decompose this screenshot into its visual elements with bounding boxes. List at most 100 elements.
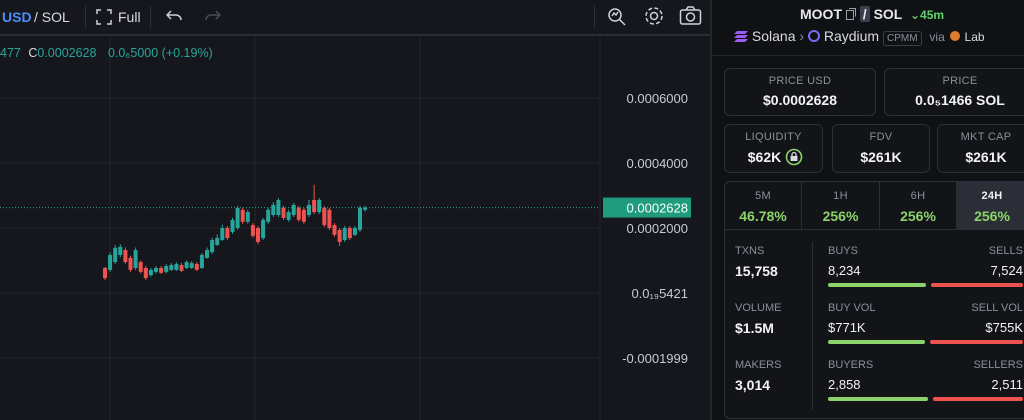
stat-label: BUYERS xyxy=(828,359,874,371)
pair-panel: MOOT / SOL ⌄45m Solana › Raydium CPMM vi… xyxy=(710,0,1024,420)
source-name[interactable]: Lab xyxy=(964,30,985,44)
card-value: $0.0002628 xyxy=(763,92,837,108)
timeframe-tab[interactable]: 5M 46.78% xyxy=(725,182,802,229)
pair-age: ⌄45m xyxy=(909,8,945,22)
dex-name[interactable]: Raydium xyxy=(823,28,880,44)
screenshot-icon[interactable] xyxy=(679,6,703,26)
mkt-cap-card: MKT CAP $261K xyxy=(937,124,1024,173)
sell-ratio-bar xyxy=(933,397,1023,401)
stat-label: BUY VOL xyxy=(828,302,876,314)
card-label: FDV xyxy=(869,131,893,143)
card-value: $261K xyxy=(860,149,902,165)
candle-body xyxy=(174,264,179,270)
candle-body xyxy=(301,209,306,222)
stat-value: $1.5M xyxy=(735,320,774,336)
candle-body xyxy=(108,254,113,270)
buy-ratio-bar xyxy=(828,283,926,287)
stat-value: 2,511 xyxy=(991,377,1023,392)
base-symbol: MOOT xyxy=(800,6,842,22)
pair-quote[interactable]: / SOL xyxy=(34,9,70,25)
card-value: $261K xyxy=(965,149,1007,165)
candle-body xyxy=(352,227,357,235)
candle-body xyxy=(261,219,266,239)
candle-body xyxy=(317,200,322,213)
undo-icon[interactable] xyxy=(166,8,184,24)
timeframe-tab[interactable]: 6H 256% xyxy=(880,182,957,229)
fullscreen-icon[interactable] xyxy=(96,9,112,25)
timeframe-tabs: 5M 46.78% 1H 256% 6H 256% 24H 256% xyxy=(725,182,1024,230)
stat-value: 7,524 xyxy=(990,263,1023,278)
via-label: via xyxy=(929,30,945,44)
candle-body xyxy=(230,219,235,232)
settings-icon[interactable] xyxy=(643,5,665,27)
stat-label: SELL VOL xyxy=(971,302,1023,314)
candle-body xyxy=(133,250,138,268)
pair-switch[interactable]: / xyxy=(859,6,870,22)
buy-ratio-bar xyxy=(828,340,925,344)
stat-label: VOLUME xyxy=(735,302,782,314)
timeframe-tab-active[interactable]: 24H 256% xyxy=(957,182,1024,229)
pair-title: MOOT / SOL ⌄45m xyxy=(800,6,944,22)
stat-label: BUYS xyxy=(828,245,858,257)
stat-value: $771K xyxy=(828,320,866,335)
candle-body xyxy=(266,209,271,222)
stat-value: 8,234 xyxy=(828,263,861,278)
card-value: 0.0₅1466 SOL xyxy=(915,92,1005,108)
stats-card: 5M 46.78% 1H 256% 6H 256% 24H 256% TXNS 15,7… xyxy=(724,181,1024,419)
card-label: PRICE xyxy=(942,75,978,87)
sell-ratio-bar xyxy=(930,340,1023,344)
sell-ratio-bar xyxy=(931,283,1023,287)
chain-name[interactable]: Solana xyxy=(751,28,796,44)
redo-icon[interactable] xyxy=(203,8,221,24)
candle-body xyxy=(159,267,164,273)
tab-label: 1H xyxy=(833,190,848,202)
y-tick-label: 0.0002000 xyxy=(627,221,688,236)
candle-body xyxy=(123,250,128,263)
candle-body xyxy=(327,209,332,228)
pair-base[interactable]: USD xyxy=(2,9,32,25)
tab-label: 24H xyxy=(981,190,1003,202)
candle-body xyxy=(276,200,281,215)
candle-body xyxy=(235,207,240,228)
timeframe-tab[interactable]: 1H 256% xyxy=(802,182,880,229)
dex-logo xyxy=(807,30,820,42)
candle-body xyxy=(245,212,250,222)
divider xyxy=(712,55,1024,56)
route: Solana › Raydium CPMM via Lab xyxy=(734,28,985,46)
candle-body xyxy=(291,204,296,215)
candle-body xyxy=(210,240,215,253)
candle-body xyxy=(363,207,368,210)
candle-body xyxy=(240,209,245,222)
card-label: LIQUIDITY xyxy=(745,131,802,143)
stat-value: 15,758 xyxy=(735,263,778,279)
stat-label: MAKERS xyxy=(735,359,782,371)
candle-body xyxy=(337,229,342,242)
candle-body xyxy=(189,263,194,268)
y-tick-label: 0.0₁₉5421 xyxy=(631,286,688,301)
tab-change: 256% xyxy=(900,208,936,224)
stat-value: 2,858 xyxy=(828,377,861,392)
y-tick-label: -0.0001999 xyxy=(622,351,688,366)
candle-body xyxy=(312,200,317,213)
legend-close: 0.0002628 xyxy=(37,46,97,60)
price-card: PRICE 0.0₅1466 SOL xyxy=(884,68,1024,116)
candle-body xyxy=(199,254,204,268)
chart-pane: 0.0006000 0.0004000 0.0002000 0.0₁₉5421 -0.0… xyxy=(0,5,710,420)
stat-label: SELLS xyxy=(988,245,1023,257)
pool-tag: CPMM xyxy=(882,31,922,46)
candle-body xyxy=(194,264,199,270)
legend-prefix: 477 xyxy=(0,46,21,60)
copy-icon[interactable] xyxy=(845,8,856,20)
source-logo xyxy=(949,31,960,41)
candle-body xyxy=(256,227,260,242)
candle-body xyxy=(138,262,143,272)
y-tick-label: 0.0006000 xyxy=(627,91,688,106)
indicator-icon[interactable] xyxy=(606,5,628,27)
candle-body xyxy=(184,262,189,268)
candle-body xyxy=(118,246,123,255)
quote-symbol: SOL xyxy=(873,6,903,22)
last-price-tag xyxy=(603,197,691,218)
full-button[interactable]: Full xyxy=(118,9,141,25)
tab-label: 5M xyxy=(755,190,771,202)
